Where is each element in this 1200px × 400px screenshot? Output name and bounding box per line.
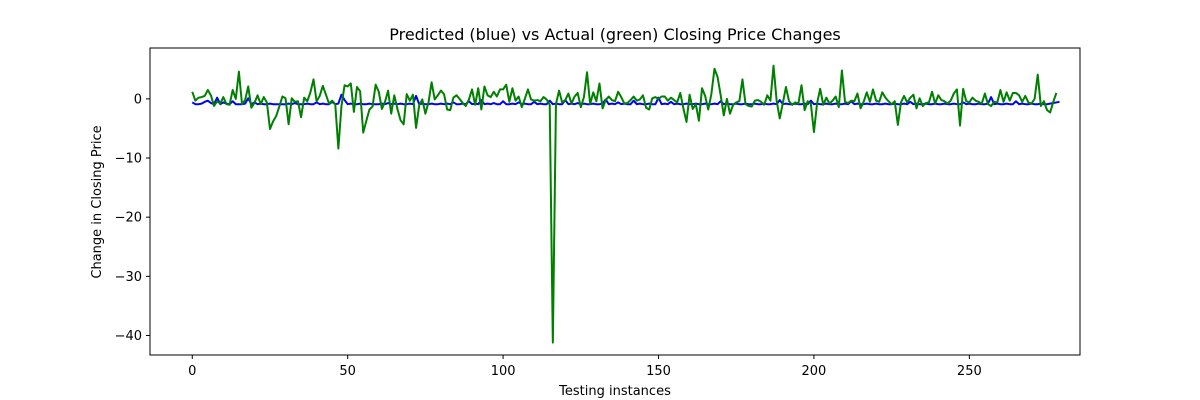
y-tick-label: −10 [115,152,142,167]
y-tick-label: −30 [115,270,142,285]
plot-area [191,64,1060,344]
y-tick-label: −40 [115,329,142,344]
y-tick-label: −20 [115,211,142,226]
y-axis: 0 −10 −20 −30 −40 [115,92,150,344]
x-tick-label: 50 [339,364,356,379]
x-tick-label: 200 [802,364,827,379]
x-axis-label: Testing instances [558,384,671,399]
x-tick-label: 100 [491,364,516,379]
chart-title: Predicted (blue) vs Actual (green) Closi… [389,25,841,44]
plot-frame [149,47,1081,356]
x-axis: 0 50 100 150 200 250 [188,355,982,379]
x-tick-label: 0 [188,364,196,379]
series-line-actual [191,64,1058,344]
x-tick-label: 150 [646,364,671,379]
y-tick-label: 0 [134,92,142,107]
y-axis-label: Change in Closing Price [90,125,105,278]
x-tick-label: 250 [957,364,982,379]
